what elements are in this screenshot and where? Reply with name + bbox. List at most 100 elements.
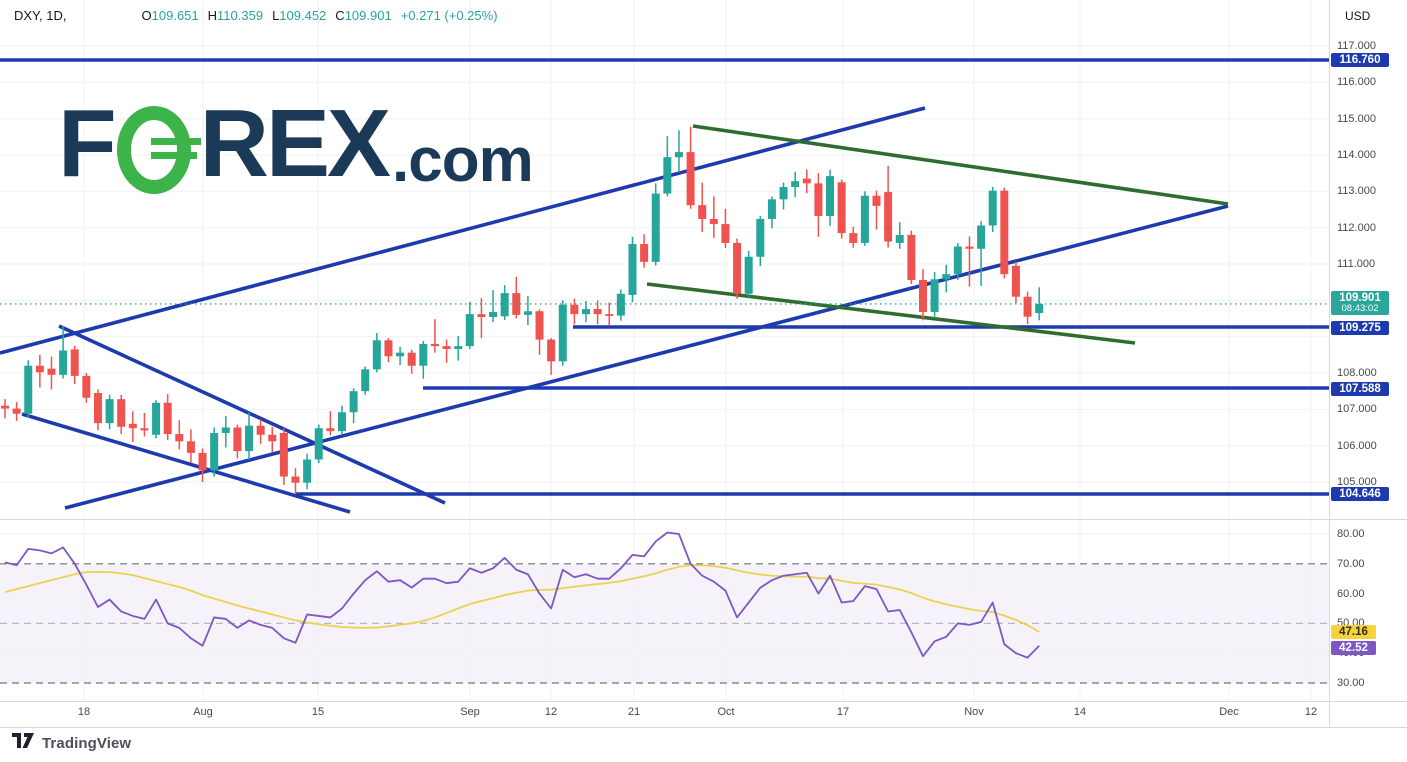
time-label-Dec[interactable]: Dec [1219,706,1239,718]
candle-body [489,311,498,318]
time-label-21[interactable]: 21 [627,706,641,718]
tradingview-icon [12,733,35,753]
candle-body [523,311,532,315]
candle-body [1,405,9,409]
candle-body [942,274,951,280]
candle-body [384,340,393,357]
candle-body [802,178,811,184]
candle-body [349,391,358,413]
time-label-Aug[interactable]: Aug [193,706,213,718]
symbol-title[interactable]: DXY, 1D, [14,8,67,23]
time-label-Nov[interactable]: Nov [964,706,984,718]
candle-body [558,304,567,362]
candle-body [535,311,544,340]
time-label-14[interactable]: 14 [1073,706,1087,718]
candle-body [1023,296,1032,317]
candle-body [175,434,184,442]
candle-body [47,368,56,375]
forex-logo-rex: REX [199,90,391,197]
candle-body [977,225,986,249]
candle-body [256,425,265,435]
price-label-107.588: 107.588 [1331,382,1389,396]
candle-body [93,392,102,424]
price-tick-107.000: 107.000 [1337,403,1377,416]
forex-logo-com: .com [392,126,534,195]
price-tick-106.000: 106.000 [1337,439,1377,452]
time-label-12[interactable]: 12 [544,706,558,718]
trendline-wedge-top[interactable] [692,124,1229,206]
tradingview-attribution[interactable]: TradingView [12,733,131,753]
candle-body [674,152,683,158]
forex-logo-o-icon [115,102,201,201]
price-label-109.275: 109.275 [1331,321,1389,335]
candle-body [35,365,44,373]
price-label-time: 08:43:02 [1341,303,1379,314]
trendline-ascending-channel-bottom[interactable] [64,204,1229,510]
trendline-ascending-channel-top[interactable] [0,106,926,355]
rsi-tick-60.00: 60.00 [1337,587,1365,600]
candle-body [860,195,869,243]
candle-body [500,293,509,317]
candle-body [477,314,486,318]
candle-body [442,346,451,350]
candle-body [547,339,556,362]
price-tick-115.000: 115.000 [1337,112,1376,125]
price-tick-105.000: 105.000 [1337,475,1377,488]
candle-body [372,340,381,370]
time-label-18[interactable]: 18 [77,706,91,718]
candle-body [744,256,753,294]
candle-body [582,309,590,315]
candle-body [593,309,602,315]
symbol-header: DXY, 1D, O109.651 H110.359 L109.452 C109… [14,8,498,23]
candle-body [291,476,300,483]
candle-body [59,350,68,375]
candle-body [396,352,405,357]
rsi-tick-30.00: 30.00 [1337,677,1365,689]
candle-body [791,181,800,187]
price-tick-116.000: 116.000 [1337,76,1376,89]
change-value: +0.271 (+0.25%) [400,8,498,23]
candle-body [826,176,835,217]
tradingview-label: TradingView [42,734,132,752]
forex-logo-f: F [58,90,117,197]
candle-body [1000,190,1009,275]
time-label-17[interactable]: 17 [836,706,850,718]
candle-body [105,399,114,424]
candle-body [303,459,312,483]
candle-body [152,402,161,435]
candle-body [628,244,637,295]
price-tick-113.000: 113.000 [1337,185,1376,198]
rsi-tick-80.00: 80.00 [1337,528,1365,540]
rsi-tick-70.00: 70.00 [1337,557,1365,570]
candle-body [709,218,718,225]
time-label-Oct[interactable]: Oct [717,706,735,718]
candle-body [721,224,730,243]
time-label-Sep[interactable]: Sep [460,706,480,718]
ohlc-open-value: 109.651 [151,8,199,23]
price-label-116.760: 116.760 [1331,53,1389,67]
candle-body [605,314,614,316]
time-label-12[interactable]: 12 [1304,706,1318,718]
candle-body [849,233,858,243]
candle-body [686,152,695,206]
price-tick-114.000: 114.000 [1337,149,1376,162]
candle-body [279,432,288,477]
candle-body [128,423,137,429]
candle-body [733,242,742,294]
time-label-15[interactable]: 15 [311,706,325,718]
ohlc-close-key: C [335,8,345,23]
candle-body [117,399,126,427]
trendline-falling-channel-bottom[interactable] [21,412,351,514]
price-label-109.901: 109.901 08:43:02 [1331,291,1389,315]
ohlc-low-value: 109.452 [279,8,327,23]
candle-body [430,343,439,347]
candle-body [953,246,962,275]
candle-body [767,199,776,219]
candle-body [186,441,195,453]
candle-body [140,428,149,431]
price-tick-111.000: 111.000 [1337,258,1376,270]
trendline-wedge-bottom[interactable] [646,282,1136,345]
trendline-falling-channel-top[interactable] [58,324,446,505]
